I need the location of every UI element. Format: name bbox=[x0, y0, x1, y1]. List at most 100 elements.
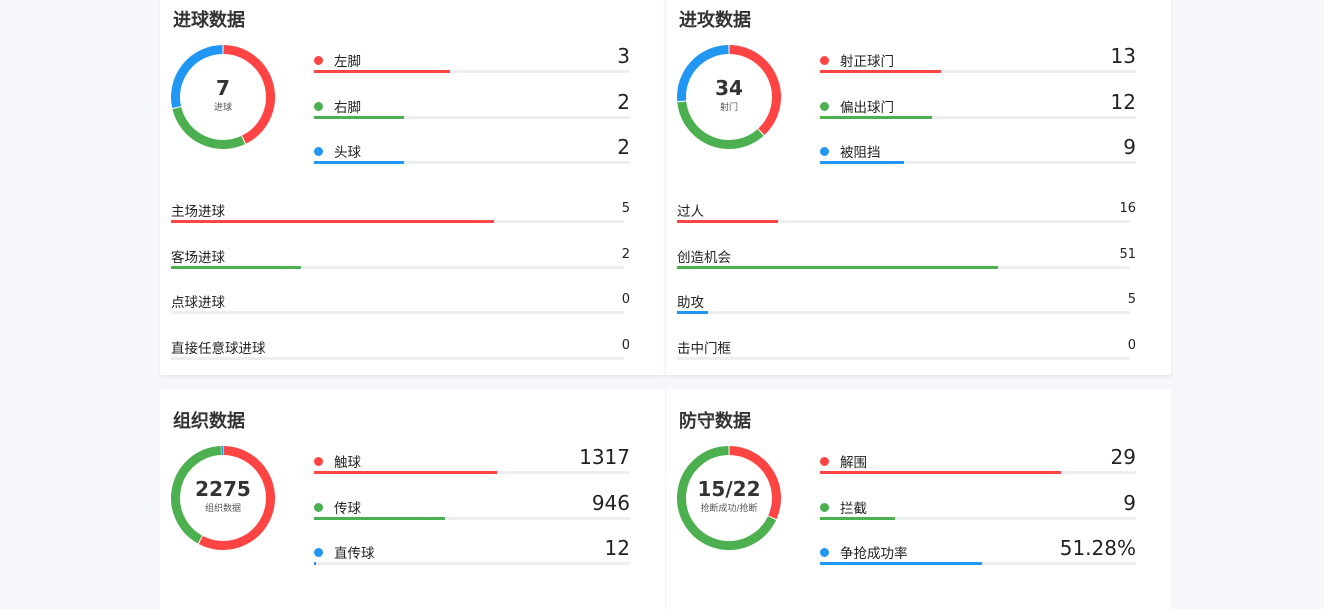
progress-fill bbox=[171, 220, 494, 223]
progress-track bbox=[820, 517, 1136, 520]
progress-fill bbox=[820, 517, 895, 520]
stat-value: 51 bbox=[1119, 247, 1136, 262]
stat-row: 创造机会 51 bbox=[677, 246, 1137, 276]
stat-row: 点球进球 0 bbox=[171, 291, 631, 321]
stat-label: 创造机会 bbox=[677, 246, 731, 266]
progress-fill bbox=[171, 266, 301, 269]
legend-label: 偏出球门 bbox=[840, 96, 894, 116]
stat-value: 0 bbox=[1128, 338, 1136, 353]
progress-track bbox=[820, 161, 1136, 164]
legend-dot-icon bbox=[314, 102, 323, 111]
progress-fill bbox=[677, 266, 998, 269]
legend-label: 被阻挡 bbox=[840, 141, 881, 161]
legend-label: 解围 bbox=[840, 451, 867, 471]
progress-track bbox=[171, 220, 624, 223]
card-title: 进攻数据 bbox=[679, 6, 751, 32]
progress-fill bbox=[820, 70, 941, 73]
donut-value: 34 bbox=[677, 77, 781, 99]
stat-label: 过人 bbox=[677, 200, 704, 220]
stat-label: 点球进球 bbox=[171, 291, 225, 311]
progress-track bbox=[314, 471, 630, 474]
card-title: 组织数据 bbox=[173, 407, 245, 433]
stat-value: 5 bbox=[622, 201, 630, 216]
legend-label: 头球 bbox=[334, 141, 361, 161]
legend-dot-icon bbox=[820, 102, 829, 111]
stat-value: 0 bbox=[622, 292, 630, 307]
card-title: 防守数据 bbox=[679, 407, 751, 433]
progress-track bbox=[171, 357, 624, 360]
legend-dot-icon bbox=[314, 548, 323, 557]
legend-dot-icon bbox=[314, 147, 323, 156]
progress-fill bbox=[314, 562, 316, 565]
donut-segment-green bbox=[177, 108, 243, 144]
stat-row: 击中门框 0 bbox=[677, 337, 1137, 367]
legend-value: 13 bbox=[1111, 44, 1136, 68]
donut-value: 7 bbox=[171, 77, 275, 99]
legend-label: 左脚 bbox=[334, 50, 361, 70]
legend-dot-icon bbox=[314, 457, 323, 466]
legend-value: 2 bbox=[617, 135, 630, 159]
legend-label: 传球 bbox=[334, 497, 361, 517]
legend-label: 争抢成功率 bbox=[840, 542, 908, 562]
legend-label: 拦截 bbox=[840, 497, 867, 517]
stat-value: 16 bbox=[1119, 201, 1136, 216]
progress-fill bbox=[677, 311, 708, 314]
donut-label: 组织数据 bbox=[171, 501, 275, 514]
legend-label: 右脚 bbox=[334, 96, 361, 116]
stat-value: 5 bbox=[1128, 292, 1136, 307]
donut-label: 射门 bbox=[677, 100, 781, 113]
legend-label: 触球 bbox=[334, 451, 361, 471]
legend-value: 3 bbox=[617, 44, 630, 68]
legend-dot-icon bbox=[820, 457, 829, 466]
legend-value: 9 bbox=[1123, 135, 1136, 159]
progress-track bbox=[677, 266, 1130, 269]
stat-label: 客场进球 bbox=[171, 246, 225, 266]
progress-track bbox=[820, 70, 1136, 73]
legend-value: 2 bbox=[617, 90, 630, 114]
donut-value: 15/22 bbox=[677, 478, 781, 500]
donut-value: 2275 bbox=[171, 478, 275, 500]
progress-fill bbox=[820, 471, 1061, 474]
progress-track bbox=[314, 116, 630, 119]
progress-track bbox=[314, 161, 630, 164]
progress-fill bbox=[677, 220, 778, 223]
stat-label: 主场进球 bbox=[171, 200, 225, 220]
legend-label: 直传球 bbox=[334, 542, 375, 562]
progress-track bbox=[171, 311, 624, 314]
progress-fill bbox=[820, 562, 982, 565]
stat-label: 助攻 bbox=[677, 291, 704, 311]
progress-track bbox=[677, 357, 1130, 360]
progress-fill bbox=[314, 517, 445, 520]
legend-dot-icon bbox=[314, 503, 323, 512]
progress-fill bbox=[820, 161, 904, 164]
legend-value: 51.28% bbox=[1060, 536, 1136, 560]
legend-dot-icon bbox=[820, 503, 829, 512]
legend-value: 9 bbox=[1123, 491, 1136, 515]
progress-track bbox=[171, 266, 624, 269]
progress-track bbox=[820, 471, 1136, 474]
card-title: 进球数据 bbox=[173, 6, 245, 32]
legend-value: 12 bbox=[605, 536, 630, 560]
progress-fill bbox=[314, 70, 450, 73]
legend-value: 1317 bbox=[579, 445, 630, 469]
progress-track bbox=[677, 311, 1130, 314]
progress-fill bbox=[820, 116, 932, 119]
stat-label: 击中门框 bbox=[677, 337, 731, 357]
progress-track bbox=[314, 517, 630, 520]
